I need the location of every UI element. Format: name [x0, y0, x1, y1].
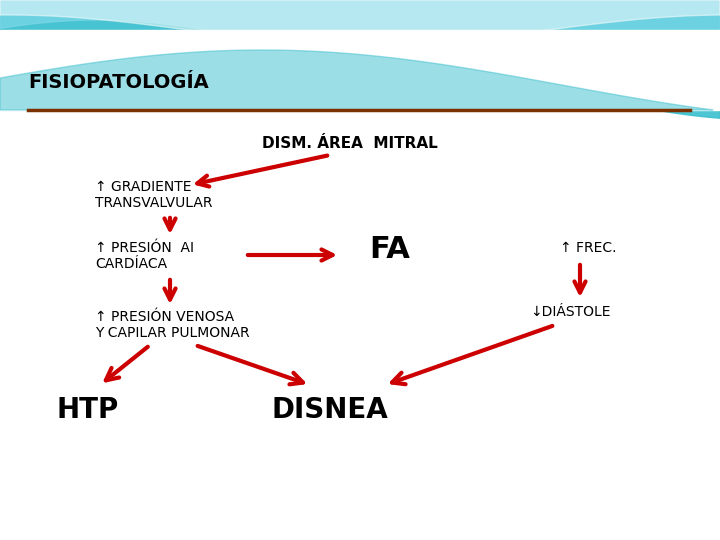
Text: ↓DIÁSTOLE: ↓DIÁSTOLE	[530, 305, 611, 319]
Text: DISM. ÁREA  MITRAL: DISM. ÁREA MITRAL	[262, 137, 438, 152]
Text: ↑ FREC.: ↑ FREC.	[560, 241, 616, 255]
Bar	[0, 30, 720, 110]
Text: CARDÍACA: CARDÍACA	[95, 257, 167, 271]
Text: ↑ PRESIÓN VENOSA: ↑ PRESIÓN VENOSA	[95, 310, 234, 324]
Text: TRANSVALVULAR: TRANSVALVULAR	[95, 196, 212, 210]
Text: ↑ PRESIÓN  AI: ↑ PRESIÓN AI	[95, 241, 194, 255]
Polygon shape	[0, 0, 720, 118]
Text: FISIOPATOLOGÍA: FISIOPATOLOGÍA	[28, 73, 209, 92]
Bar	[0, 0, 720, 110]
Text: DISNEA: DISNEA	[271, 396, 388, 424]
Text: ↑ GRADIENTE: ↑ GRADIENTE	[95, 180, 192, 194]
Polygon shape	[0, 0, 720, 80]
Text: FA: FA	[369, 235, 410, 265]
Polygon shape	[0, 0, 720, 45]
Text: HTP: HTP	[57, 396, 119, 424]
Polygon shape	[0, 50, 713, 110]
Text: Y CAPILAR PULMONAR: Y CAPILAR PULMONAR	[95, 326, 250, 340]
